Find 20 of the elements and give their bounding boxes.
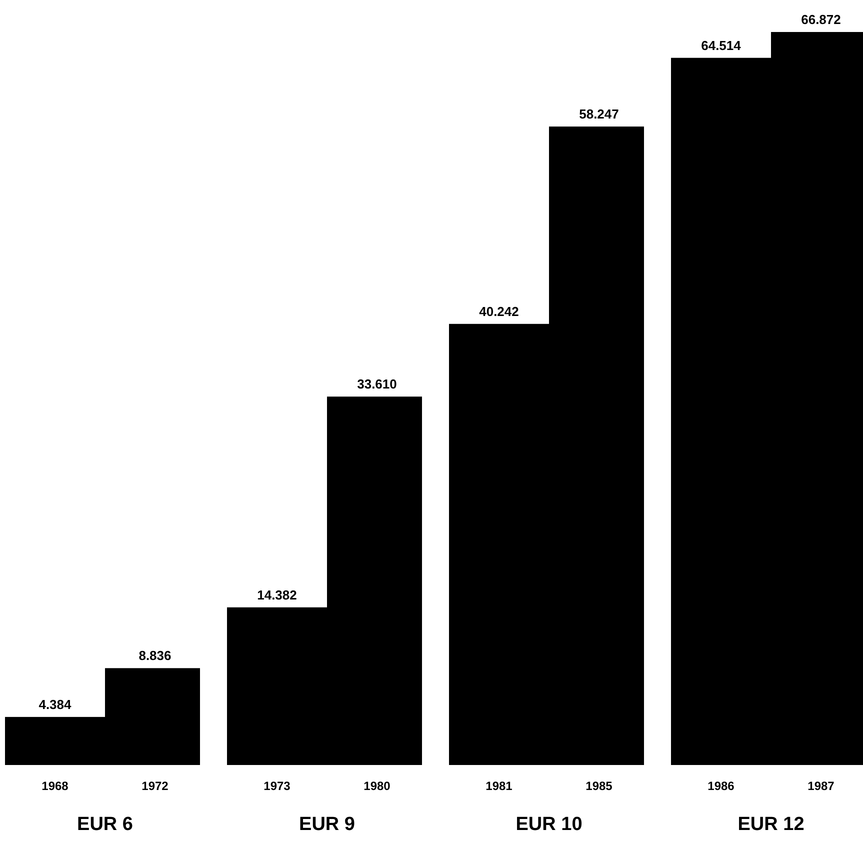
x-tick-label: 1981 bbox=[486, 779, 513, 793]
data-label: 40.242 bbox=[479, 304, 519, 319]
x-tick-label: 1987 bbox=[808, 779, 835, 793]
x-tick-label: 1985 bbox=[586, 779, 613, 793]
data-label: 33.610 bbox=[357, 376, 397, 392]
x-tick-label: 1986 bbox=[708, 779, 735, 793]
x-tick-label: 1968 bbox=[42, 779, 69, 793]
data-label: 64.514 bbox=[701, 38, 742, 53]
x-tick-label: 1980 bbox=[364, 779, 391, 793]
data-label: 14.382 bbox=[257, 587, 297, 602]
data-label: 58.247 bbox=[579, 106, 619, 122]
text: EUR 6 bbox=[77, 814, 133, 835]
data-label: 8.836 bbox=[138, 648, 172, 664]
x-tick-label: 1973 bbox=[264, 779, 291, 793]
data-label: 66.872 bbox=[801, 12, 841, 27]
text: EUR 12 bbox=[738, 814, 804, 835]
data-label: 4.384 bbox=[38, 696, 72, 712]
x-tick-label: 1972 bbox=[142, 779, 169, 793]
text: EUR 9 bbox=[299, 814, 355, 835]
text: EUR 10 bbox=[516, 814, 582, 835]
